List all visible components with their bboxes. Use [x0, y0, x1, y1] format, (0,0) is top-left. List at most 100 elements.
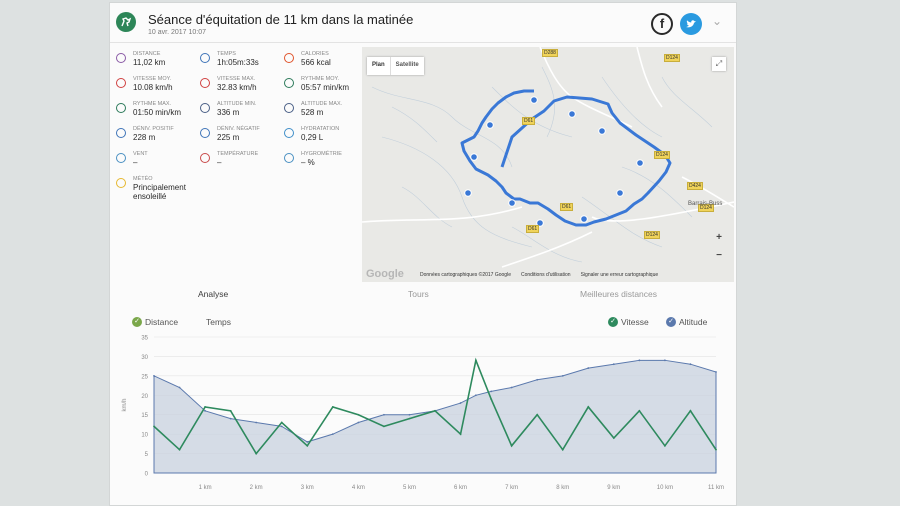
- descent-icon: [200, 128, 210, 138]
- speed-avg-icon: [116, 78, 126, 88]
- fullscreen-icon[interactable]: ⤢: [712, 57, 726, 71]
- route-path: [460, 89, 672, 227]
- altitude-point: [587, 367, 590, 369]
- stat-pace-avg: RYTHME MOY. 05:57 min/km: [282, 73, 364, 99]
- legend-temps-toggle[interactable]: Temps: [206, 317, 231, 327]
- route-map[interactable]: D288 D124 D61 D124 D424 D124 D61 D61 D12…: [362, 47, 734, 282]
- stat-label: HYDRATATION: [301, 126, 340, 132]
- stat-label: VITESSE MOY.: [133, 76, 172, 82]
- chevron-down-icon[interactable]: ⌄: [712, 14, 723, 28]
- horse-riding-icon: [116, 12, 136, 32]
- legend-distance-label: Distance: [145, 317, 179, 327]
- vitesse-point: [153, 425, 155, 428]
- altitude-point: [229, 417, 232, 420]
- vitesse-point: [306, 444, 309, 447]
- stat-timer: TEMPS 1h:05m:33s: [198, 48, 280, 74]
- thermometer-icon: [200, 153, 210, 163]
- road-label: D61: [526, 225, 540, 233]
- timer-icon: [200, 53, 210, 63]
- facebook-share-button[interactable]: f: [651, 13, 673, 35]
- y-tick-label: 5: [145, 452, 149, 458]
- twitter-share-button[interactable]: [680, 13, 702, 35]
- x-tick-label: 3 km: [301, 485, 314, 491]
- x-tick-label: 2 km: [250, 485, 263, 491]
- speed-altitude-chart[interactable]: 0 5 10 15 20 25 30 35 km/h 1 km 2 km 3 km 4 km 5 km 6 …: [110, 333, 736, 506]
- map-satellite-button[interactable]: Satellite: [389, 57, 424, 75]
- stat-label: VENT: [133, 151, 148, 157]
- stat-altitude-max: ALTITUDE MAX. 528 m: [282, 98, 364, 124]
- altitude-point: [490, 390, 493, 393]
- road-label: D61: [522, 117, 536, 125]
- road-label: D124: [698, 204, 714, 212]
- altitude-point: [474, 394, 477, 397]
- stat-speed-avg: VITESSE MOY. 10.08 km/h: [114, 73, 196, 99]
- altitude-point: [510, 386, 513, 389]
- vitesse-point: [229, 409, 232, 412]
- vitesse-point: [612, 437, 615, 439]
- legend-altitude-toggle[interactable]: ✓ Altitude: [666, 317, 707, 327]
- stat-flame: CALORIES 566 kcal: [282, 48, 364, 74]
- x-tick-label: 1 km: [199, 485, 212, 491]
- road-label: D124: [664, 54, 680, 62]
- altitude-point: [561, 374, 564, 377]
- ascent-icon: [116, 128, 126, 138]
- zoom-out-button[interactable]: −: [716, 250, 722, 261]
- vitesse-point: [459, 433, 462, 436]
- y-tick-label: 30: [141, 355, 148, 361]
- map-plan-button[interactable]: Plan: [372, 62, 385, 68]
- humidity-icon: [284, 153, 294, 163]
- activity-header: Séance d'équitation de 11 km dans la mat…: [110, 3, 736, 43]
- x-tick-label: 11 km: [708, 485, 724, 491]
- zoom-in-button[interactable]: +: [716, 232, 722, 243]
- vitesse-point: [536, 413, 539, 416]
- stat-value: –: [217, 158, 222, 167]
- stat-label: RYTHME MAX.: [133, 101, 172, 107]
- place-label: Barrais-Buss: [688, 201, 723, 207]
- altitude-point: [280, 425, 283, 428]
- analysis-chart: ✓ Distance Temps ✓ Vitesse ✓ Altitude 0 5…: [110, 311, 736, 506]
- stats-grid: DISTANCE 11,02 km TEMPS 1h:05m:33s CALORIES 5…: [114, 48, 360, 283]
- map-canvas[interactable]: [362, 47, 734, 282]
- stat-label: DÉNIV. POSITIF: [133, 126, 174, 132]
- wind-icon: [116, 153, 126, 163]
- stat-value: – %: [301, 158, 315, 167]
- stat-value: 225 m: [217, 133, 240, 142]
- x-tick-label: 10 km: [657, 485, 673, 491]
- sun-icon: [116, 178, 126, 188]
- check-icon: ✓: [132, 317, 142, 327]
- twitter-icon: [686, 20, 696, 28]
- flame-icon: [284, 53, 294, 63]
- facebook-icon: f: [659, 16, 665, 31]
- altitude-point: [408, 413, 411, 416]
- altitude-point: [638, 359, 641, 362]
- stat-value: 1h:05m:33s: [217, 58, 259, 67]
- stat-label: HYGROMÉTRIE: [301, 151, 342, 157]
- altitude-point: [357, 421, 360, 424]
- pace-max-icon: [116, 103, 126, 113]
- tab-best-distances[interactable]: Meilleures distances: [580, 289, 658, 299]
- y-tick-label: 20: [141, 394, 148, 400]
- altitude-point: [536, 378, 539, 381]
- legend-distance-toggle[interactable]: ✓ Distance: [132, 317, 178, 327]
- map-data-credit: Données cartographiques ©2017 Google: [420, 272, 511, 278]
- distance-icon: [116, 53, 126, 63]
- vitesse-point: [204, 406, 206, 408]
- zoom-controls: + −: [712, 229, 726, 265]
- stat-ascent: DÉNIV. POSITIF 228 m: [114, 123, 196, 149]
- legend-vitesse-toggle[interactable]: ✓ Vitesse: [608, 317, 649, 327]
- stat-value: 10.08 km/h: [133, 83, 173, 92]
- report-error-link[interactable]: Signaler une erreur cartographique: [580, 272, 659, 278]
- stat-label: VITESSE MAX.: [217, 76, 256, 82]
- terms-link[interactable]: Conditions d'utilisation: [520, 272, 571, 278]
- legend-altitude-label: Altitude: [679, 317, 708, 327]
- vitesse-point: [490, 398, 493, 401]
- tab-tours[interactable]: Tours: [408, 289, 429, 299]
- stat-value: 528 m: [301, 108, 324, 117]
- legend-temps-label: Temps: [206, 317, 232, 327]
- road-label: D124: [654, 151, 670, 159]
- altitude-point: [306, 441, 309, 443]
- tab-analyse[interactable]: Analyse: [198, 289, 229, 299]
- stat-altitude-min: ALTITUDE MIN. 336 m: [198, 98, 280, 124]
- x-tick-label: 8 km: [556, 485, 569, 491]
- stat-wind: VENT –: [114, 148, 196, 174]
